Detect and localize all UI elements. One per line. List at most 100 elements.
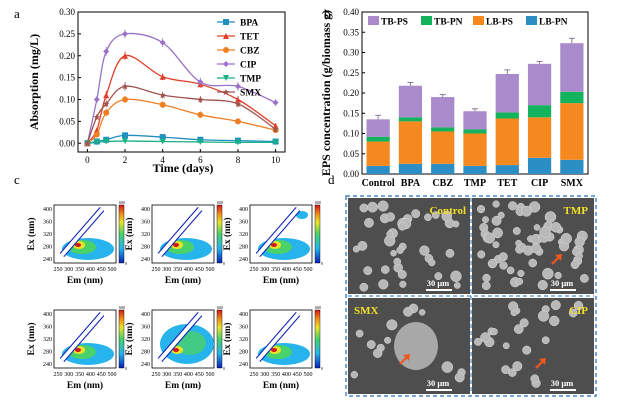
sem-particle [481, 281, 491, 291]
x-tick-label: 350 [75, 372, 84, 378]
data-point [93, 96, 100, 103]
colorbar-min: 0 [321, 261, 323, 266]
sem-particle [373, 348, 383, 358]
sem-particle [355, 329, 364, 338]
y-tick-label: 360 [43, 220, 52, 226]
legend-label: SMX [240, 89, 261, 99]
y-tick-label: 320 [141, 232, 150, 238]
y-tick-label: 280 [141, 245, 150, 251]
x-tick-label: 500 [304, 267, 313, 273]
arrow-head-icon [555, 254, 562, 261]
y-tick-label: 320 [239, 232, 248, 238]
data-point [103, 109, 110, 116]
contour-peak [271, 243, 277, 247]
rayleigh-mask [158, 312, 202, 362]
contour-peak [75, 348, 81, 352]
data-point [197, 111, 204, 118]
x-tick-label: 350 [173, 267, 182, 273]
x-tick-label: 500 [108, 372, 117, 378]
data-point [223, 75, 229, 81]
data-point [197, 96, 204, 103]
legend-swatch [368, 16, 379, 25]
data-point [122, 96, 129, 103]
y-tick-label: 240 [43, 362, 52, 368]
data-point [272, 126, 279, 133]
sem-particle [474, 337, 482, 346]
data-point [272, 99, 279, 106]
x-tick-label: 350 [173, 372, 182, 378]
eem-xlabel: Em (nm) [263, 380, 299, 391]
colorbar [314, 309, 321, 369]
sem-particle [441, 361, 454, 373]
y-tick-label: 0.05 [59, 116, 75, 126]
sem-tile: Control 30 μm [348, 198, 470, 294]
sem-particle [378, 279, 389, 290]
y-tick-label: 0.35 [343, 27, 359, 37]
rayleigh-mask [60, 312, 104, 362]
x-tick-label: 4 [160, 155, 165, 165]
x-tick-label: 250 [250, 267, 259, 273]
sem-particle [499, 261, 508, 270]
data-point [103, 138, 110, 145]
sem-particle [539, 226, 551, 238]
sem-particle [490, 328, 498, 336]
sem-particle [579, 274, 589, 283]
sem-particle [506, 266, 515, 275]
bar-lb-ps [495, 118, 519, 166]
x-tick-label: 500 [206, 267, 215, 273]
bar-tb-pn [431, 127, 455, 132]
x-tick-label: 10 [271, 155, 281, 165]
contour-peak [173, 348, 179, 352]
sem-particle [574, 236, 585, 247]
sem-particle [480, 332, 491, 343]
data-point [159, 134, 166, 141]
sem-particle [513, 324, 524, 334]
x-tick-label: 500 [206, 372, 215, 378]
x-tick-label: 500 [304, 372, 313, 378]
y-tick-label: 320 [43, 337, 52, 343]
data-point [272, 139, 279, 146]
sem-particle [521, 205, 532, 217]
bar-tb-ps [527, 63, 552, 106]
y-tick-label: 0.00 [59, 138, 75, 148]
y-tick-label: 240 [141, 362, 150, 368]
sem-particle [386, 230, 393, 238]
y-tick-label: 0.15 [343, 108, 359, 118]
sem-particle [550, 300, 561, 311]
sem-particle [386, 319, 398, 331]
legend-label: CIP [240, 61, 257, 71]
colorbar-max: 600 [119, 200, 125, 205]
bar-lb-pn [398, 163, 423, 174]
data-point [223, 89, 229, 95]
x-tick-label: 250 [54, 267, 63, 273]
panel-label-d: d [328, 172, 335, 187]
x-tick-label: 400 [282, 267, 291, 273]
sem-particle [533, 224, 541, 231]
eem-xlabel: Em (nm) [67, 380, 103, 391]
colorbar [216, 204, 223, 264]
eem-xlabel: Em (nm) [165, 275, 201, 286]
y-tick-label: 320 [239, 337, 248, 343]
sem-particle [397, 221, 407, 231]
sem-outer-border [345, 195, 597, 397]
colorbar-max: 600 [315, 200, 321, 205]
sem-particle [554, 271, 562, 280]
sem-particle [352, 245, 360, 253]
y-tick-label: 320 [43, 232, 52, 238]
bar-tb-pn [463, 129, 487, 134]
chart-a-frame [77, 11, 286, 153]
legend-swatch [526, 16, 537, 25]
sem-particle [568, 308, 578, 318]
panel-label-a: a [14, 6, 20, 21]
sem-particle [497, 211, 505, 219]
colorbar-max: 600 [217, 305, 223, 310]
eem-xlabel: Em (nm) [67, 275, 103, 286]
sem-particle [424, 213, 432, 222]
sem-label: SMX [354, 305, 379, 317]
y-tick-label: 360 [141, 220, 150, 226]
y-tick-label: 360 [239, 325, 248, 331]
sem-particle [541, 336, 550, 345]
